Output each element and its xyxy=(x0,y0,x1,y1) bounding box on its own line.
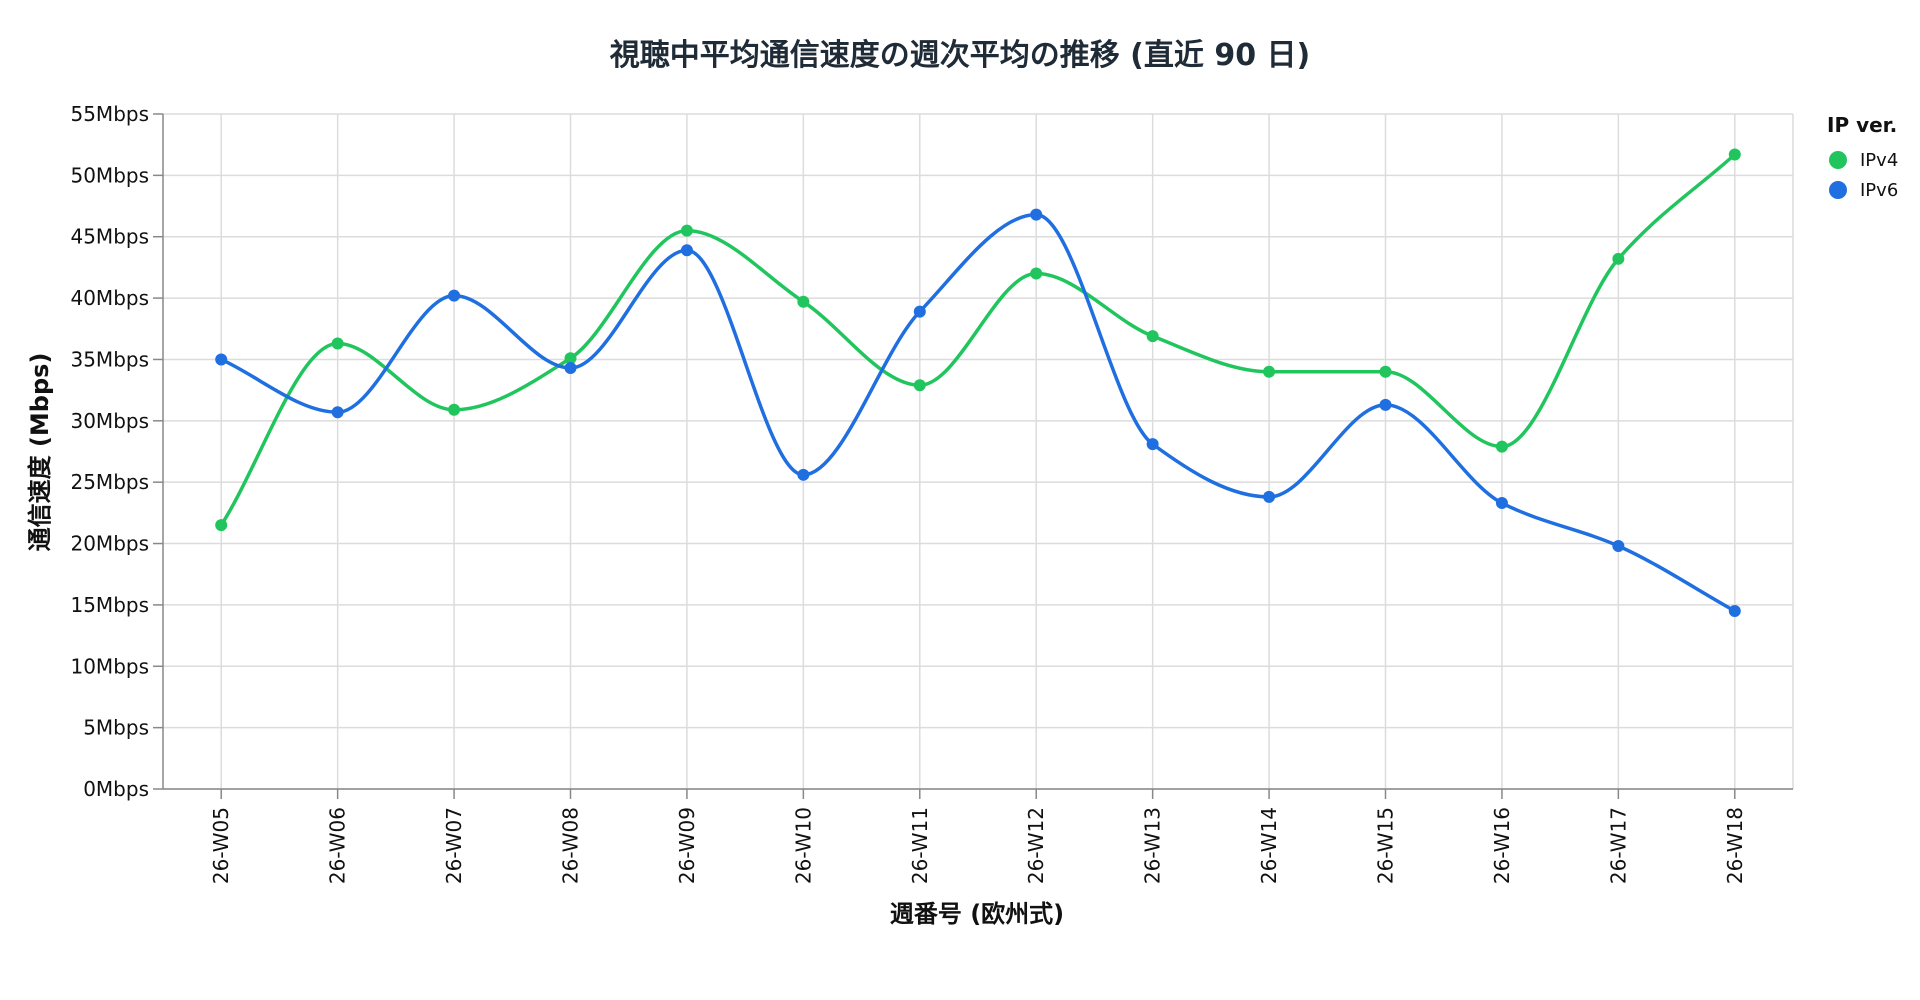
y-tick-label: 0Mbps xyxy=(83,777,149,801)
x-tick-label: 26-W16 xyxy=(1490,807,1514,884)
axes: 0Mbps 5Mbps 10Mbps 15Mbps 20Mbps 25Mbps 30Mbps… xyxy=(70,102,1793,884)
legend-title: IP ver. xyxy=(1827,113,1897,137)
x-tick-label: 26-W07 xyxy=(442,807,466,884)
y-tick-label: 10Mbps xyxy=(70,654,149,678)
x-tick-label: 26-W12 xyxy=(1024,807,1048,884)
data-point-ipv4 xyxy=(797,295,810,308)
x-tick-label: 26-W17 xyxy=(1606,807,1630,884)
y-tick-label: 30Mbps xyxy=(70,409,149,433)
data-point-ipv6 xyxy=(215,353,228,366)
series-line-ipv4 xyxy=(219,153,1736,527)
data-point-ipv4 xyxy=(448,403,461,416)
legend-marker-ipv4 xyxy=(1829,151,1847,169)
y-tick-label: 45Mbps xyxy=(70,225,149,249)
data-point-ipv6 xyxy=(680,244,693,257)
y-tick-label: 50Mbps xyxy=(70,163,149,187)
y-tick-label: 35Mbps xyxy=(70,347,149,371)
data-point-ipv4 xyxy=(215,519,228,532)
grid xyxy=(163,113,1794,790)
data-point-ipv6 xyxy=(797,468,810,481)
x-tick-label: 26-W10 xyxy=(791,807,815,884)
data-point-ipv6 xyxy=(1030,208,1043,221)
series-line-ipv6 xyxy=(220,212,1736,613)
data-point-ipv6 xyxy=(1146,438,1159,451)
legend-label: IPv6 xyxy=(1860,180,1898,201)
data-point-ipv4 xyxy=(913,379,926,392)
y-tick-label: 20Mbps xyxy=(70,532,149,556)
data-point-ipv4 xyxy=(1146,330,1159,343)
data-point-ipv6 xyxy=(1612,540,1625,552)
legend: IP ver. IPv4 IPv6 xyxy=(1827,113,1898,201)
data-point-ipv4 xyxy=(1728,148,1741,161)
data-point-ipv4 xyxy=(1612,252,1625,265)
data-point-ipv4 xyxy=(1263,365,1276,378)
data-point-ipv6 xyxy=(331,406,344,419)
data-point-ipv6 xyxy=(1728,605,1741,618)
data-point-ipv6 xyxy=(1495,497,1508,510)
x-tick-label: 26-W06 xyxy=(326,807,350,884)
series-layer xyxy=(215,148,1741,618)
x-tick-label: 26-W08 xyxy=(559,807,583,884)
x-tick-label: 26-W18 xyxy=(1723,807,1747,884)
y-tick-label: 5Mbps xyxy=(83,716,149,740)
x-tick-label: 26-W14 xyxy=(1257,807,1281,884)
data-point-ipv6 xyxy=(448,289,461,302)
legend-label: IPv4 xyxy=(1860,150,1898,171)
data-point-ipv6 xyxy=(913,305,926,318)
x-tick-label: 26-W09 xyxy=(675,807,699,884)
x-tick-label: 26-W05 xyxy=(209,807,233,884)
x-axis-title: 週番号 (欧州式) xyxy=(890,900,1064,928)
y-tick-label: 15Mbps xyxy=(70,593,149,617)
data-point-ipv4 xyxy=(1030,267,1043,280)
chart-title: 視聴中平均通信速度の週次平均の推移 (直近 90 日) xyxy=(609,38,1311,73)
x-tick-label: 26-W13 xyxy=(1141,807,1165,884)
y-tick-label: 40Mbps xyxy=(70,286,149,310)
data-point-ipv6 xyxy=(1263,490,1276,503)
data-point-ipv6 xyxy=(1379,398,1392,411)
data-point-ipv4 xyxy=(1379,365,1392,378)
legend-marker-ipv6 xyxy=(1829,181,1847,199)
y-axis-title: 通信速度 (Mbps) xyxy=(26,353,54,552)
y-tick-label: 25Mbps xyxy=(70,470,149,494)
x-tick-label: 26-W11 xyxy=(908,807,932,884)
data-point-ipv4 xyxy=(1495,440,1508,453)
y-tick-label: 55Mbps xyxy=(70,102,149,126)
data-point-ipv4 xyxy=(331,337,344,350)
x-tick-label: 26-W15 xyxy=(1374,807,1398,884)
data-point-ipv4 xyxy=(680,224,693,237)
data-point-ipv6 xyxy=(564,362,577,375)
data-point-ipv4 xyxy=(564,352,577,365)
